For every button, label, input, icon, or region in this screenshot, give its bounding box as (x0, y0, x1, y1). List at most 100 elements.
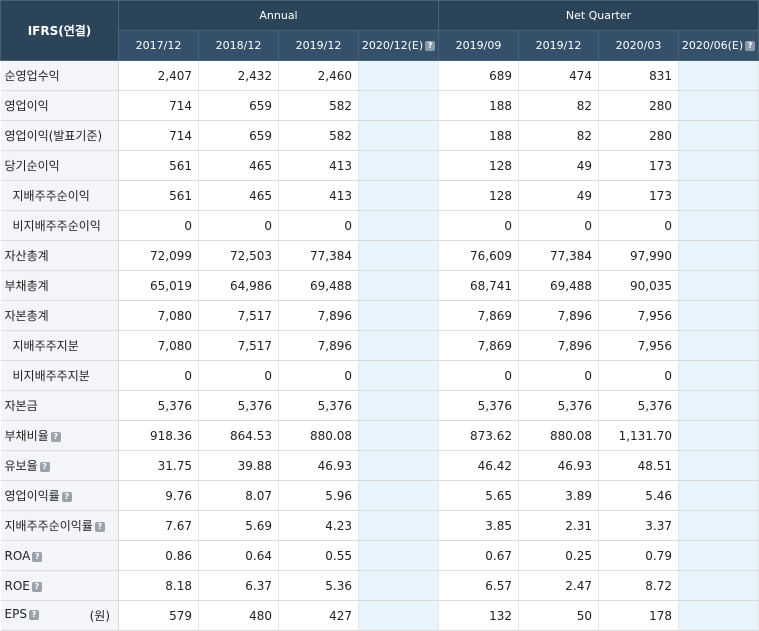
help-icon[interactable]: ? (50, 432, 61, 442)
table-row: 당기순이익 561 465 413 128 49 173 (0, 150, 759, 181)
value-cell (358, 180, 439, 211)
value-cell (358, 120, 439, 151)
value-cell: 0 (278, 360, 359, 391)
column-header-label: 2020/12(E) (361, 39, 424, 52)
row-label: ROA (4, 548, 31, 563)
help-icon[interactable]: ? (425, 41, 436, 51)
value-cell: 3.85 (438, 510, 519, 541)
value-cell: 880.08 (518, 420, 599, 451)
value-cell: 1,131.70 (598, 420, 679, 451)
value-cell: 8.07 (198, 480, 279, 511)
value-cell: 178 (598, 600, 679, 631)
help-icon[interactable]: ? (31, 581, 42, 592)
value-cell: 46.93 (278, 450, 359, 481)
value-cell: 72,503 (198, 240, 279, 271)
value-cell: 6.57 (438, 570, 519, 601)
row-label-cell: 자본총계 (0, 300, 119, 331)
value-cell: 582 (278, 120, 359, 151)
table-row: 부채비율? 918.36 864.53 880.08 873.62 880.08 1,131… (0, 420, 759, 451)
help-icon[interactable]: ? (32, 551, 43, 562)
value-cell: 0 (518, 210, 599, 241)
value-cell (358, 600, 439, 631)
table-row: 지배주주지분 7,080 7,517 7,896 7,869 7,896 7,956 (0, 330, 759, 361)
value-cell: 188 (438, 120, 519, 151)
unit-label: (원) (89, 609, 110, 623)
value-cell: 46.42 (438, 450, 519, 481)
value-cell (358, 360, 439, 391)
value-cell: 8.18 (118, 570, 199, 601)
help-icon[interactable]: ? (39, 462, 50, 472)
table-row: 영업이익(발표기준) 714 659 582 188 82 280 (0, 120, 759, 151)
value-cell: 7,517 (198, 300, 279, 331)
value-cell: 46.93 (518, 450, 599, 481)
value-cell (678, 150, 759, 181)
row-label: 당기순이익 (4, 159, 60, 173)
value-cell: 9.76 (118, 480, 199, 511)
value-cell: 76,609 (438, 240, 519, 271)
row-label: 영업이익(발표기준) (4, 129, 103, 143)
value-cell: 413 (278, 150, 359, 181)
value-cell (678, 120, 759, 151)
row-label-cell: 지배주주순이익 (0, 180, 119, 211)
value-cell: 280 (598, 90, 679, 121)
value-cell: 7,517 (198, 330, 279, 361)
value-cell: 280 (598, 120, 679, 151)
value-cell: 5,376 (278, 390, 359, 421)
row-label: 지배주주지분 (12, 339, 79, 353)
value-cell: 689 (438, 60, 519, 91)
help-icon[interactable]: ? (745, 41, 756, 51)
value-cell: 65,019 (118, 270, 199, 301)
row-label: ROE (4, 578, 30, 593)
row-label: 자산총계 (4, 249, 49, 263)
value-cell: 0.64 (198, 540, 279, 571)
column-header-2019-12: 2019/12 (278, 30, 359, 61)
value-cell (358, 570, 439, 601)
row-label: 순영업수익 (4, 69, 60, 83)
row-label-cell: EPS? (원) (0, 600, 119, 631)
value-cell: 7,896 (518, 330, 599, 361)
value-cell: 128 (438, 180, 519, 211)
value-cell: 0 (438, 210, 519, 241)
table-row: 지배주주순이익 561 465 413 128 49 173 (0, 180, 759, 211)
value-cell (358, 210, 439, 241)
column-header-2020-03: 2020/03 (598, 30, 679, 61)
value-cell: 7,896 (518, 300, 599, 331)
help-icon[interactable]: ? (61, 492, 72, 502)
value-cell: 39.88 (198, 450, 279, 481)
value-cell: 3.89 (518, 480, 599, 511)
value-cell: 864.53 (198, 420, 279, 451)
value-cell: 0 (198, 210, 279, 241)
value-cell: 0 (118, 210, 199, 241)
value-cell: 7,080 (118, 330, 199, 361)
value-cell: 5.46 (598, 480, 679, 511)
value-cell: 0 (278, 210, 359, 241)
row-label-cell: 유보율? (0, 450, 119, 481)
value-cell: 0.25 (518, 540, 599, 571)
value-cell (358, 150, 439, 181)
row-label-cell: 당기순이익 (0, 150, 119, 181)
value-cell: 561 (118, 150, 199, 181)
value-cell: 5.96 (278, 480, 359, 511)
value-cell: 413 (278, 180, 359, 211)
help-icon[interactable]: ? (28, 610, 39, 620)
value-cell: 561 (118, 180, 199, 211)
value-cell: 0.79 (598, 540, 679, 571)
value-cell: 132 (438, 600, 519, 631)
value-cell: 7,896 (278, 330, 359, 361)
column-header-2020-12e: 2020/12(E)? (358, 30, 439, 61)
value-cell: 880.08 (278, 420, 359, 451)
value-cell: 7,869 (438, 330, 519, 361)
value-cell: 579 (118, 600, 199, 631)
help-icon[interactable]: ? (94, 522, 105, 532)
value-cell: 4.23 (278, 510, 359, 541)
value-cell: 82 (518, 90, 599, 121)
column-header-2019-09: 2019/09 (438, 30, 519, 61)
row-label: 영업이익률 (4, 489, 60, 503)
table-row: 영업이익 714 659 582 188 82 280 (0, 90, 759, 121)
value-cell (358, 390, 439, 421)
table-row: 자산총계 72,099 72,503 77,384 76,609 77,384 97,990 (0, 240, 759, 271)
value-cell (678, 210, 759, 241)
value-cell: 7,956 (598, 300, 679, 331)
value-cell (678, 300, 759, 331)
table-row: 부채총계 65,019 64,986 69,488 68,741 69,488 90,035 (0, 270, 759, 301)
